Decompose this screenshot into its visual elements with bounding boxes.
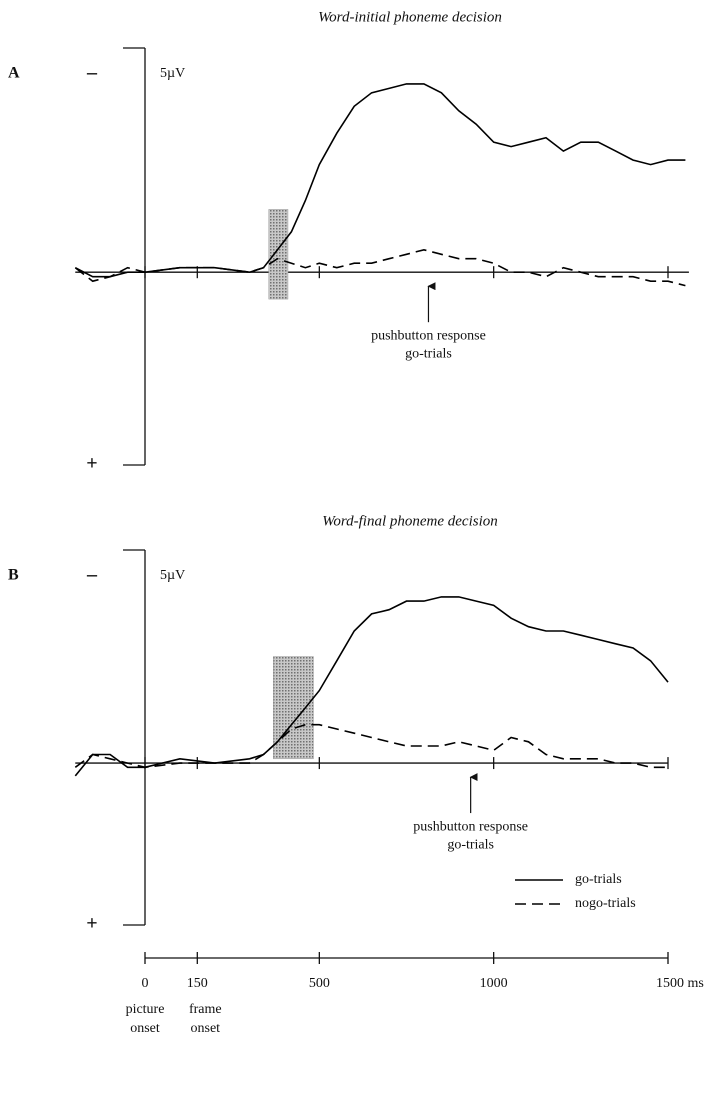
chart-title: Word-final phoneme decision	[322, 513, 498, 529]
y-tick-label: –	[86, 62, 98, 84]
series-line	[74, 596, 669, 777]
x-note: onset	[130, 1021, 160, 1036]
series-line	[74, 723, 668, 769]
y-tick-label: +	[86, 453, 97, 475]
chart-title: Word-initial phoneme decision	[318, 9, 502, 25]
panel-label: B	[8, 567, 19, 584]
scale-label: 5µV	[160, 568, 185, 583]
series-line	[74, 83, 686, 278]
legend-label: go-trials	[575, 872, 622, 887]
annotation-text: pushbutton response	[371, 328, 486, 343]
annotation-text: go-trials	[447, 837, 494, 852]
x-tick-label: 1500 ms	[656, 976, 704, 991]
shaded-region	[273, 656, 314, 760]
panel-label: A	[8, 65, 20, 82]
legend-label: nogo-trials	[575, 896, 636, 911]
x-note: picture	[126, 1002, 165, 1017]
y-tick-label: +	[86, 913, 97, 935]
series-line	[74, 248, 686, 287]
x-note: onset	[191, 1021, 221, 1036]
annotation-text: go-trials	[405, 346, 452, 361]
x-tick-label: 500	[309, 976, 330, 991]
scale-label: 5µV	[160, 66, 185, 81]
y-tick-label: –	[86, 564, 98, 586]
x-tick-label: 0	[142, 976, 149, 991]
x-note: frame	[189, 1002, 222, 1017]
shaded-region	[268, 209, 289, 300]
annotation-text: pushbutton response	[413, 819, 528, 834]
x-tick-label: 1000	[480, 976, 508, 991]
x-tick-label: 150	[187, 976, 208, 991]
